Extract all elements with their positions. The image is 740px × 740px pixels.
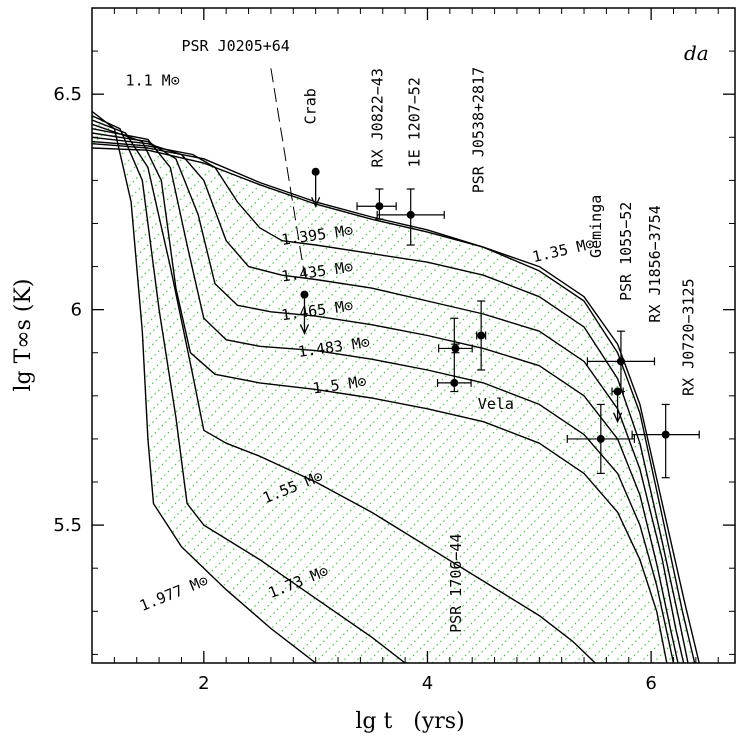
cooling-curve (92, 140, 689, 663)
hatch-line (262, 111, 695, 663)
x-tick-label: 4 (422, 673, 433, 694)
observation-vela: Vela (438, 343, 514, 413)
mass-label: 1.435 M⊙ (280, 258, 354, 286)
hatch-line (92, 111, 301, 663)
data-point (375, 202, 384, 211)
observation-psr-j0538-2817: PSR J0538+2817 (469, 67, 487, 371)
hatch-line (691, 111, 695, 663)
data-point (596, 434, 605, 443)
hatch-line (574, 111, 695, 663)
cooling-curve (92, 128, 675, 663)
observation-rx-j0822-43: RX J0822−43 (356, 68, 397, 220)
data-point (450, 378, 459, 387)
cooling-curve (92, 110, 317, 663)
observation-label: Crab (302, 88, 320, 124)
y-axis-title: lg T∞s (K) (11, 279, 36, 392)
cooling-curve (92, 143, 696, 663)
hatch-line (92, 111, 652, 663)
hatch-line (92, 111, 678, 663)
observation-psr-1706-44: PSR 1706−44 (436, 317, 472, 633)
leader-line (270, 68, 305, 276)
y-tick-label: 5.5 (53, 515, 82, 536)
observation-label: RX J0720−3125 (680, 278, 698, 395)
hatch-line (92, 111, 695, 663)
plot-frame (91, 7, 736, 664)
cooling-curve (92, 132, 679, 663)
observations: Crab PSR J0205+64 RX J0822−43 1E 1207−52 PSR… (181, 37, 700, 633)
hatch-line (470, 111, 695, 663)
hatch-line (548, 111, 695, 663)
data-point (451, 344, 460, 353)
arrow-head (311, 196, 321, 208)
data-point (616, 357, 625, 366)
observation-crab: Crab (302, 88, 321, 208)
mass-label: 1.55 M⊙ (260, 467, 325, 507)
hatch-line (92, 111, 665, 663)
hatch-line (613, 111, 695, 663)
hatch-line (92, 111, 695, 663)
hatch-line (522, 111, 695, 663)
cooling-curve (92, 136, 685, 663)
observation-label: PSR J0538+2817 (469, 67, 487, 193)
hatch-line (92, 111, 249, 663)
hatch-line (483, 111, 695, 663)
data-point (406, 210, 415, 219)
mass-label: 1.73 M⊙ (266, 562, 331, 602)
axes-ticks: 2 4 6 5.5 6 6.5 (53, 7, 735, 694)
hatch-line (301, 111, 695, 663)
y-tick-label: 6 (71, 300, 82, 321)
panel-label: da (684, 41, 709, 65)
observation-psr-j0205-64: PSR J0205+64 (181, 37, 310, 335)
hatch-line (92, 111, 288, 663)
data-point (300, 290, 309, 299)
cooling-curves (92, 110, 700, 663)
hatch-line (718, 0, 740, 663)
hatch-line (92, 111, 262, 663)
observation-label: PSR 1055−52 (617, 202, 635, 301)
observation-label: PSR J0205+64 (181, 37, 289, 55)
hatch-line (587, 111, 695, 663)
data-point (477, 331, 486, 340)
observation-rx-j1856-3754: RX J1856−3754 (611, 205, 664, 424)
cooling-curve (92, 119, 596, 663)
observation-label: PSR 1706−44 (447, 533, 465, 632)
hatch-line (92, 111, 587, 663)
mass-label: 1.977 M⊙ (137, 571, 211, 615)
x-tick-label: 2 (198, 673, 209, 694)
hatch-line (535, 111, 695, 663)
arrow-head (299, 324, 310, 335)
mass-label: 1.35 M⊙ (531, 234, 597, 266)
data-point (613, 387, 622, 396)
observation-label: 1E 1207−52 (406, 77, 424, 167)
hatch-line (92, 111, 695, 663)
x-axis-title: lg t (yrs) (355, 709, 464, 734)
mass-label: 1.5 M⊙ (311, 372, 367, 397)
data-point (661, 430, 670, 439)
hatch-line (327, 111, 695, 663)
y-tick-label: 6.5 (53, 84, 82, 105)
observation-rx-j0720-3125: RX J0720−3125 (631, 278, 700, 479)
observation-label: Vela (478, 395, 514, 413)
arrow-head (612, 412, 623, 424)
hatch-line (92, 111, 340, 663)
observation-label: RX J1856−3754 (646, 205, 664, 322)
cooling-curve (92, 115, 406, 663)
hatch-line (275, 111, 695, 663)
observation-geminga: Geminga (566, 195, 635, 474)
hatch-line (119, 111, 695, 663)
observation-label: RX J0822−43 (369, 68, 387, 167)
hatch-line (665, 111, 695, 663)
cooling-curve (92, 123, 668, 663)
observation-label: Geminga (587, 195, 605, 258)
hatch-line (92, 111, 600, 663)
hatch-line (457, 111, 695, 663)
observation-1e-1207-52: 1E 1207−52 (376, 77, 445, 246)
x-tick-label: 6 (645, 673, 656, 694)
curve-labels: 1.1 M⊙1.35 M⊙1.395 M⊙1.435 M⊙1.465 M⊙1.4… (126, 72, 597, 615)
data-point (311, 167, 320, 176)
mass-label: 1.1 M⊙ (126, 72, 180, 90)
observation-psr-1055-52: PSR 1055−52 (586, 202, 656, 393)
